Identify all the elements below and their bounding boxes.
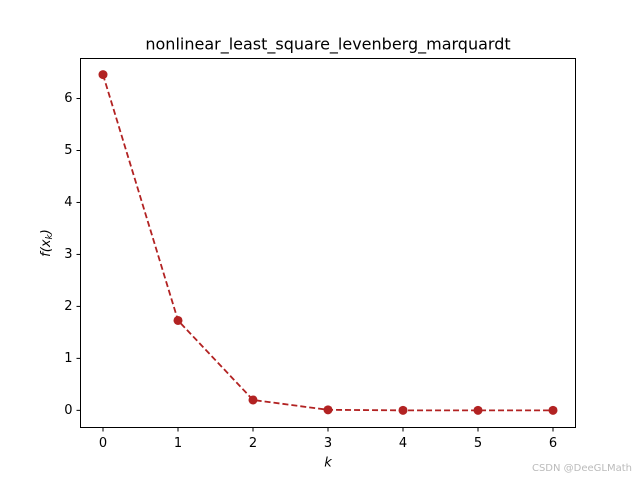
- data-point: [548, 405, 558, 415]
- y-tick-label: 0: [64, 403, 72, 418]
- y-label-part: f(x: [39, 239, 54, 257]
- data-point: [98, 70, 108, 80]
- y-tick-label: 2: [64, 299, 72, 314]
- y-tick-label: 3: [64, 247, 72, 262]
- x-tick-label: 4: [399, 436, 407, 451]
- data-point: [323, 405, 333, 415]
- x-tick-label: 2: [249, 436, 257, 451]
- y-tick-label: 6: [64, 91, 72, 106]
- data-point: [248, 395, 258, 405]
- y-axis-label: f(xk): [39, 229, 55, 257]
- y-label-part: ): [39, 229, 54, 235]
- y-tick-label: 4: [64, 195, 72, 210]
- x-tick-label: 5: [474, 436, 482, 451]
- data-point: [473, 405, 483, 415]
- chart-title: nonlinear_least_square_levenberg_marquar…: [145, 35, 510, 55]
- x-tick-label: 3: [324, 436, 332, 451]
- x-axis-label: k: [324, 456, 332, 471]
- x-tick-label: 6: [549, 436, 557, 451]
- data-line: [102, 74, 553, 412]
- y-label-sub: k: [45, 233, 55, 239]
- data-point: [398, 405, 408, 415]
- x-tick-label: 1: [174, 436, 182, 451]
- data-point: [173, 315, 183, 325]
- x-tick-label: 0: [99, 436, 107, 451]
- y-tick-label: 1: [64, 351, 72, 366]
- y-tick-label: 5: [64, 143, 72, 158]
- watermark: CSDN @DeeGLMath: [532, 463, 632, 474]
